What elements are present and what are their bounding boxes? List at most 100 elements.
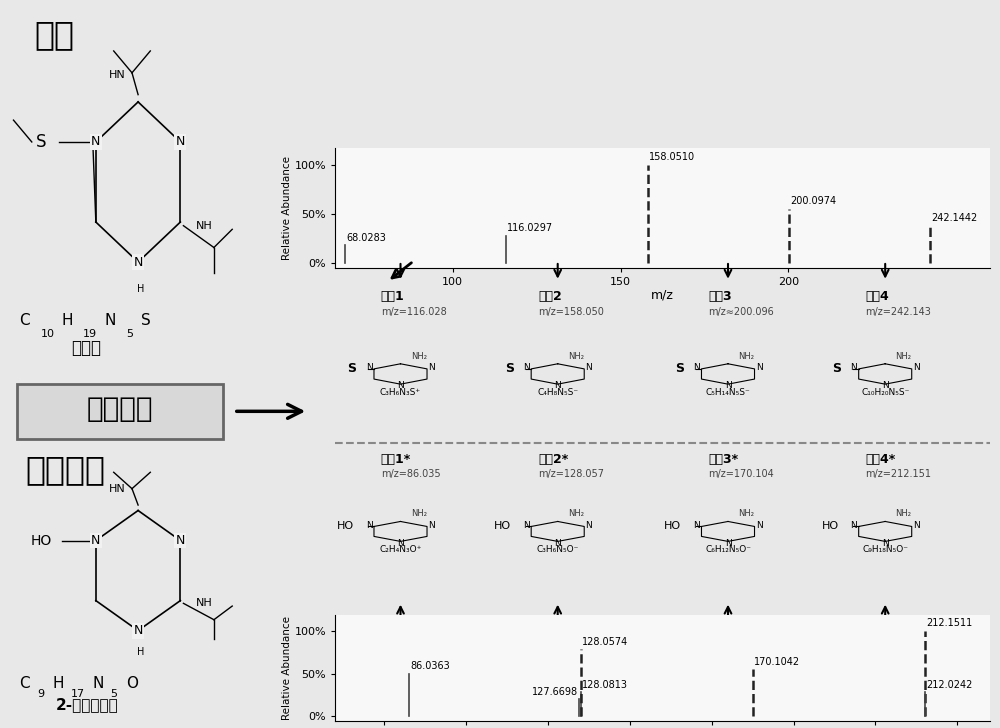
Text: 母体: 母体 <box>34 18 74 51</box>
Text: m/z=170.104: m/z=170.104 <box>708 470 774 480</box>
Text: 相应碎片: 相应碎片 <box>87 395 153 423</box>
Text: HO: HO <box>822 521 839 531</box>
Text: H: H <box>53 676 64 691</box>
Y-axis label: Relative Abundance: Relative Abundance <box>282 156 292 260</box>
Text: 86.0363: 86.0363 <box>410 661 450 671</box>
Text: NH₂: NH₂ <box>738 510 754 518</box>
Text: NH₂: NH₂ <box>568 352 584 361</box>
Text: N: N <box>693 363 700 373</box>
Text: NH₂: NH₂ <box>411 510 427 518</box>
Text: N: N <box>554 539 561 547</box>
Text: 68.0283: 68.0283 <box>346 232 386 242</box>
Text: 200.0974: 200.0974 <box>790 197 836 206</box>
Text: N: N <box>554 381 561 390</box>
Text: 5: 5 <box>111 689 118 699</box>
Y-axis label: Relative Abundance: Relative Abundance <box>282 616 292 720</box>
Text: NH₂: NH₂ <box>896 510 912 518</box>
Text: 242.1442: 242.1442 <box>931 213 977 223</box>
Text: N: N <box>428 521 435 530</box>
Text: N: N <box>397 381 404 390</box>
Text: 116.0297: 116.0297 <box>507 223 554 233</box>
Text: S: S <box>505 363 514 376</box>
Text: N: N <box>851 521 857 530</box>
Text: N: N <box>91 135 101 149</box>
Text: HO: HO <box>494 521 511 531</box>
Text: 片段2*: 片段2* <box>538 453 568 466</box>
X-axis label: m/z: m/z <box>651 288 674 301</box>
Text: NH₂: NH₂ <box>896 352 912 361</box>
Text: C: C <box>19 312 30 328</box>
Text: N: N <box>851 363 857 373</box>
Text: HO: HO <box>337 521 354 531</box>
Text: NH: NH <box>196 598 212 609</box>
Text: N: N <box>133 256 143 269</box>
Text: NH₂: NH₂ <box>411 352 427 361</box>
Text: N: N <box>523 521 530 530</box>
Text: C₅H₁₄N₅S⁻: C₅H₁₄N₅S⁻ <box>706 388 750 397</box>
Text: 2-羟基扑草净: 2-羟基扑草净 <box>56 697 119 713</box>
Text: 128.0574: 128.0574 <box>582 637 628 647</box>
Text: 扑草净: 扑草净 <box>71 339 101 357</box>
Text: NH₂: NH₂ <box>568 510 584 518</box>
Text: 片段2: 片段2 <box>538 290 562 303</box>
Text: N: N <box>693 521 700 530</box>
Text: S: S <box>347 363 356 376</box>
Text: N: N <box>428 363 435 373</box>
Text: S: S <box>675 363 684 376</box>
Text: 158.0510: 158.0510 <box>649 152 695 162</box>
Text: 9: 9 <box>37 689 45 699</box>
Text: N: N <box>756 363 763 373</box>
Text: 170.1042: 170.1042 <box>754 657 800 667</box>
Text: N: N <box>366 363 373 373</box>
Text: 转化产物: 转化产物 <box>25 453 105 486</box>
Text: 片段1*: 片段1* <box>381 453 411 466</box>
Text: N: N <box>586 521 592 530</box>
Text: m/z=242.143: m/z=242.143 <box>866 307 931 317</box>
Text: C₃H₆N₃S⁺: C₃H₆N₃S⁺ <box>380 388 421 397</box>
Text: C: C <box>19 676 30 691</box>
Text: N: N <box>92 676 104 691</box>
Text: 17: 17 <box>71 689 85 699</box>
Text: N: N <box>882 539 889 547</box>
Text: N: N <box>882 381 889 390</box>
Text: m/z=212.151: m/z=212.151 <box>866 470 932 480</box>
Text: m/z=116.028: m/z=116.028 <box>381 307 447 317</box>
Text: m/z=158.050: m/z=158.050 <box>538 307 604 317</box>
Text: N: N <box>913 363 920 373</box>
Text: N: N <box>523 363 530 373</box>
Text: N: N <box>397 539 404 547</box>
Text: N: N <box>913 521 920 530</box>
Text: 片段3: 片段3 <box>708 290 732 303</box>
Text: HN: HN <box>109 484 126 494</box>
FancyBboxPatch shape <box>17 384 223 439</box>
Text: m/z=128.057: m/z=128.057 <box>538 470 604 480</box>
Text: N: N <box>756 521 763 530</box>
Text: 128.0813: 128.0813 <box>582 680 628 690</box>
Text: O: O <box>126 676 138 691</box>
Text: 片段4*: 片段4* <box>866 453 896 466</box>
Text: N: N <box>725 381 731 390</box>
Text: S: S <box>832 363 841 376</box>
Text: C₃H₆N₅O⁻: C₃H₆N₅O⁻ <box>537 545 579 554</box>
Text: HO: HO <box>664 521 681 531</box>
Text: m/z=86.035: m/z=86.035 <box>381 470 440 480</box>
Text: C₆H₁₂N₅O⁻: C₆H₁₂N₅O⁻ <box>705 545 751 554</box>
Text: N: N <box>105 312 116 328</box>
Text: N: N <box>133 624 143 637</box>
Text: 212.1511: 212.1511 <box>926 618 973 628</box>
Text: 片段4: 片段4 <box>866 290 889 303</box>
Text: H: H <box>62 312 73 328</box>
Text: m/z≈200.096: m/z≈200.096 <box>708 307 774 317</box>
Text: NH: NH <box>196 221 212 231</box>
Text: 片段3*: 片段3* <box>708 453 738 466</box>
Text: H: H <box>137 284 145 294</box>
Text: N: N <box>725 539 731 547</box>
Text: N: N <box>91 534 101 547</box>
Text: S: S <box>141 312 151 328</box>
Text: 19: 19 <box>83 328 97 339</box>
Text: N: N <box>586 363 592 373</box>
Text: C₂H₄N₃O⁺: C₂H₄N₃O⁺ <box>379 545 422 554</box>
Text: C₉H₁₈N₅O⁻: C₉H₁₈N₅O⁻ <box>862 545 908 554</box>
Text: S: S <box>36 133 46 151</box>
Text: C₄H₈N₅S⁻: C₄H₈N₅S⁻ <box>537 388 578 397</box>
